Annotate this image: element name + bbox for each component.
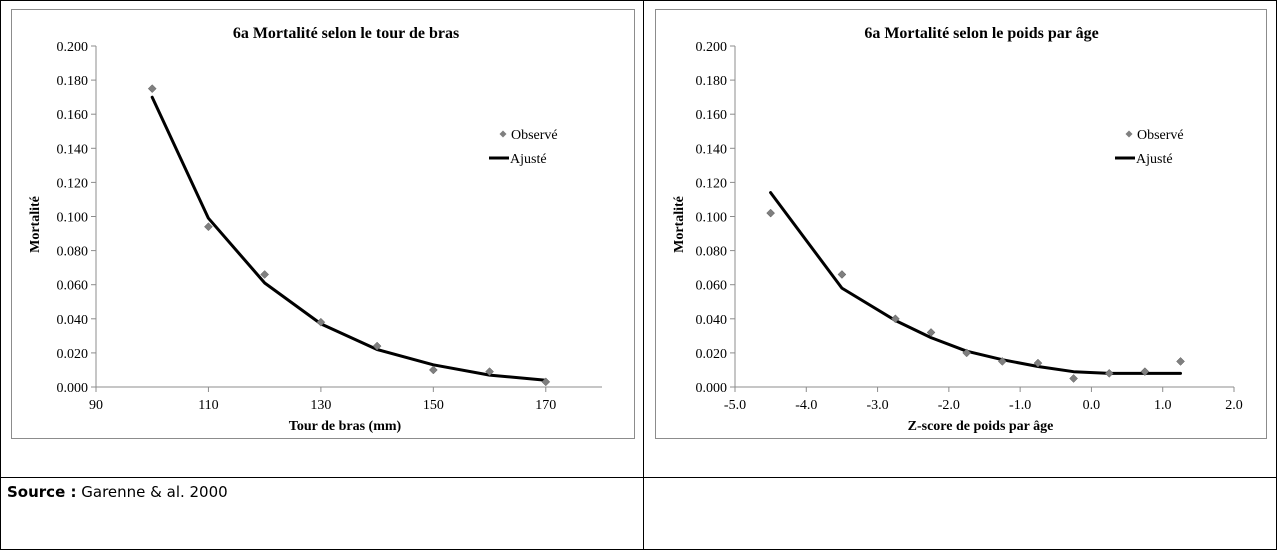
y-tick-label: 0.080	[57, 245, 89, 260]
chart-poids-par-age: 6a Mortalité selon le poids par âge 0.000…	[672, 25, 1243, 434]
data-point-observe	[372, 341, 382, 351]
source-label: Source :	[7, 483, 77, 501]
data-point-observe	[485, 367, 494, 377]
data-point-observe	[1033, 358, 1043, 368]
x-tick-label: 2.0	[1225, 398, 1243, 413]
source-text: Garenne & al. 2000	[81, 483, 228, 501]
y-tick-label: 0.040	[57, 313, 89, 328]
legend-label-observe: Observé	[1137, 128, 1184, 143]
y-tick-label: 0.020	[696, 347, 728, 362]
data-point-observe	[997, 357, 1007, 366]
data-point-observe	[926, 328, 936, 337]
x-axis-label: Z-score de poids par âge	[908, 419, 1054, 434]
y-tick-label: 0.140	[57, 142, 89, 157]
y-tick-label: 0.000	[696, 381, 728, 396]
data-point-observe	[260, 270, 270, 279]
data-point-observe	[766, 208, 775, 218]
x-tick-label: 90	[89, 398, 103, 413]
chart-tour-de-bras: 6a Mortalité selon le tour de bras 0.000 0…	[28, 25, 602, 434]
x-tick-label: -5.0	[724, 398, 746, 413]
legend-marker-observe	[499, 130, 507, 138]
y-tick-label: 0.020	[57, 347, 89, 362]
data-point-observe	[428, 365, 438, 375]
data-point-observe	[1069, 374, 1078, 383]
chart-title: 6a Mortalité selon le tour de bras	[233, 25, 459, 42]
table-cell-chart-b: 6a Mortalité selon le poids par âge 0.000…	[643, 0, 1277, 478]
data-point-observe	[1176, 357, 1185, 366]
y-tick-label: 0.140	[696, 142, 728, 157]
table-cell-chart-a: 6a Mortalité selon le tour de bras 0.000 0…	[0, 0, 644, 478]
x-axis-label: Tour de bras (mm)	[289, 419, 402, 434]
series-line-ajuste	[769, 191, 1182, 375]
y-axis-label: Mortalité	[28, 196, 43, 253]
legend-label-observe: Observé	[511, 128, 558, 143]
y-tick-label: 0.100	[696, 211, 728, 226]
y-tick-label: 0.040	[696, 313, 728, 328]
x-tick-label: 1.0	[1154, 398, 1172, 413]
y-tick-label: 0.080	[696, 245, 728, 260]
data-point-observe	[204, 222, 213, 232]
chart-frame-tour-de-bras: 6a Mortalité selon le tour de bras 0.000 0…	[11, 9, 635, 439]
y-tick-label: 0.060	[57, 279, 89, 294]
chart-frame-poids-par-age: 6a Mortalité selon le poids par âge 0.000…	[655, 9, 1267, 439]
series-line-ajuste	[150, 95, 548, 382]
y-tick-label: 0.120	[696, 176, 728, 191]
data-point-observe	[837, 270, 847, 279]
x-tick-label: 110	[198, 398, 218, 413]
y-tick-label: 0.180	[57, 74, 89, 89]
legend-marker-observe	[1125, 130, 1133, 138]
y-tick-label: 0.160	[696, 108, 728, 123]
x-tick-label: 130	[310, 398, 331, 413]
x-tick-label: -4.0	[795, 398, 817, 413]
source-note: Source : Garenne & al. 2000	[7, 483, 228, 501]
y-tick-label: 0.000	[57, 381, 89, 396]
x-tick-label: 170	[535, 398, 556, 413]
x-tick-label: -3.0	[866, 398, 888, 413]
x-tick-label: 150	[423, 398, 444, 413]
chart-title: 6a Mortalité selon le poids par âge	[864, 25, 1098, 42]
y-tick-label: 0.060	[696, 279, 728, 294]
legend-label-ajuste: Ajusté	[1136, 152, 1173, 167]
y-tick-label: 0.100	[57, 211, 89, 226]
data-point-observe	[541, 377, 551, 387]
data-point-observe	[316, 317, 326, 327]
x-tick-label: -1.0	[1009, 398, 1031, 413]
data-point-observe	[891, 314, 900, 324]
x-tick-label: -2.0	[938, 398, 960, 413]
y-tick-label: 0.160	[57, 108, 89, 123]
legend-label-ajuste: Ajusté	[510, 152, 547, 167]
y-tick-label: 0.200	[57, 40, 89, 55]
y-tick-label: 0.200	[696, 40, 728, 55]
data-point-observe	[147, 84, 157, 93]
data-point-observe	[1104, 369, 1114, 378]
y-tick-label: 0.120	[57, 176, 89, 191]
table-cell-empty	[643, 477, 1277, 550]
table-cell-source: Source : Garenne & al. 2000	[0, 477, 644, 550]
data-point-observe	[1140, 367, 1150, 377]
data-point-observe	[962, 348, 972, 358]
y-tick-label: 0.180	[696, 74, 728, 89]
x-tick-label: 0.0	[1083, 398, 1101, 413]
y-axis-label: Mortalité	[672, 196, 687, 253]
